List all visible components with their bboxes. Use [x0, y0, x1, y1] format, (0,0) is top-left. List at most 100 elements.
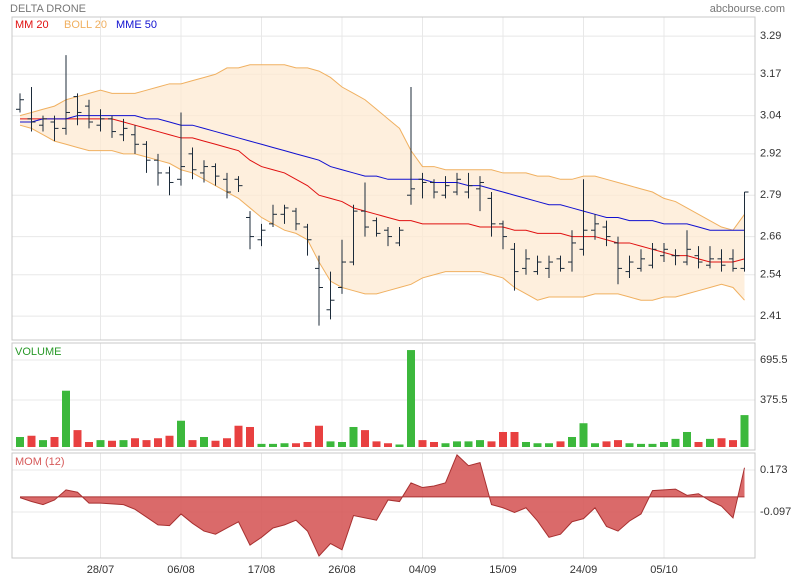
volume-bar — [27, 435, 36, 447]
moving-average-line — [20, 115, 745, 231]
chart-title: DELTA DRONE — [10, 3, 86, 15]
volume-bar — [717, 438, 726, 447]
momentum-title: MOM (12) — [15, 456, 65, 468]
volume-bar — [568, 436, 576, 447]
volume-bar — [73, 430, 82, 447]
volume-bar — [211, 440, 220, 447]
volume-bar — [648, 443, 657, 447]
volume-bar — [671, 438, 680, 447]
y-tick-label: 2.92 — [760, 148, 781, 160]
volume-bar — [591, 443, 599, 447]
volume-bar — [441, 443, 450, 447]
volume-bar — [706, 438, 714, 447]
moving-average-line — [20, 118, 745, 263]
x-tick-label: 05/10 — [650, 564, 678, 576]
volume-bar — [188, 440, 197, 447]
volume-bar — [740, 415, 749, 447]
volume-bar — [384, 443, 392, 447]
volume-bar — [453, 441, 461, 447]
volume-bar — [372, 441, 381, 447]
legend-mm20: MM 20 — [15, 19, 49, 31]
volume-bar — [476, 440, 484, 447]
volume-bar — [729, 440, 737, 447]
y-tick-label: 375.5 — [760, 394, 788, 406]
y-tick-label: 3.29 — [760, 30, 781, 42]
bollinger-upper — [19, 64, 745, 231]
y-tick-label: 2.79 — [760, 189, 781, 201]
volume-bar — [119, 440, 128, 447]
volume-bar — [510, 431, 519, 447]
volume-panel-frame — [11, 342, 756, 451]
volume-bar — [131, 438, 139, 447]
momentum-line — [19, 454, 745, 557]
volume-bar — [303, 441, 312, 447]
volume-bar — [349, 426, 358, 447]
volume-bar — [533, 443, 542, 447]
volume-bar — [499, 431, 507, 447]
x-tick-label: 26/08 — [328, 564, 356, 576]
volume-bar — [154, 438, 162, 447]
y-tick-label: 2.41 — [760, 310, 781, 322]
volume-title: VOLUME — [15, 346, 61, 358]
volume-bar — [223, 438, 231, 447]
momentum-panel-frame — [11, 452, 756, 559]
y-tick-label: 0.173 — [760, 464, 788, 476]
volume-bar — [280, 443, 289, 447]
volume-bar — [614, 440, 622, 447]
volume-bar — [545, 443, 553, 447]
bollinger-lower — [19, 124, 745, 301]
volume-bar — [50, 436, 59, 447]
volume-bar — [407, 350, 415, 447]
volume-bar — [395, 444, 404, 447]
source: abcbourse.com — [710, 3, 785, 15]
y-tick-label: -0.097 — [760, 506, 791, 518]
volume-bar — [142, 440, 151, 447]
volume-bar — [464, 441, 473, 447]
x-tick-label: 04/09 — [409, 564, 437, 576]
volume-bar — [694, 441, 703, 447]
volume-bar — [625, 443, 634, 447]
x-tick-label: 17/08 — [248, 564, 276, 576]
volume-bar — [165, 435, 174, 447]
volume-bar — [660, 441, 668, 447]
volume-bar — [85, 441, 93, 447]
volume-bar — [556, 441, 565, 447]
volume-bar — [338, 441, 346, 447]
volume-bar — [522, 441, 530, 447]
volume-bar — [108, 440, 116, 447]
y-tick-label: 3.17 — [760, 68, 781, 80]
volume-bar — [418, 440, 427, 447]
x-tick-label: 15/09 — [489, 564, 517, 576]
volume-bar — [430, 441, 438, 447]
volume-bar — [62, 390, 70, 447]
volume-bar — [315, 425, 323, 447]
volume-bar — [257, 443, 266, 447]
volume-bar — [487, 441, 496, 447]
y-tick-label: 2.66 — [760, 230, 781, 242]
mark-layer — [16, 55, 749, 557]
volume-bar — [292, 443, 300, 447]
y-tick-label: 3.04 — [760, 110, 781, 122]
price-panel-frame — [11, 16, 756, 341]
volume-bar — [361, 430, 369, 447]
y-tick-label: 2.54 — [760, 269, 781, 281]
volume-bar — [637, 443, 645, 447]
volume-bar — [200, 436, 208, 447]
volume-bar — [177, 420, 185, 447]
y-tick-label: 695.5 — [760, 354, 788, 366]
legend-mme50: MME 50 — [116, 19, 157, 31]
bollinger-band — [20, 64, 745, 301]
volume-bar — [16, 436, 24, 447]
volume-bar — [683, 431, 691, 447]
volume-bar — [246, 426, 254, 447]
volume-bar — [326, 441, 335, 447]
volume-bar — [39, 440, 47, 447]
x-tick-label: 06/08 — [167, 564, 195, 576]
x-tick-label: 28/07 — [87, 564, 115, 576]
volume-bar — [234, 425, 243, 447]
volume-bar — [579, 423, 588, 447]
legend-boll20: BOLL 20 — [64, 19, 107, 31]
volume-bar — [269, 443, 277, 447]
volume-bar — [602, 441, 611, 447]
